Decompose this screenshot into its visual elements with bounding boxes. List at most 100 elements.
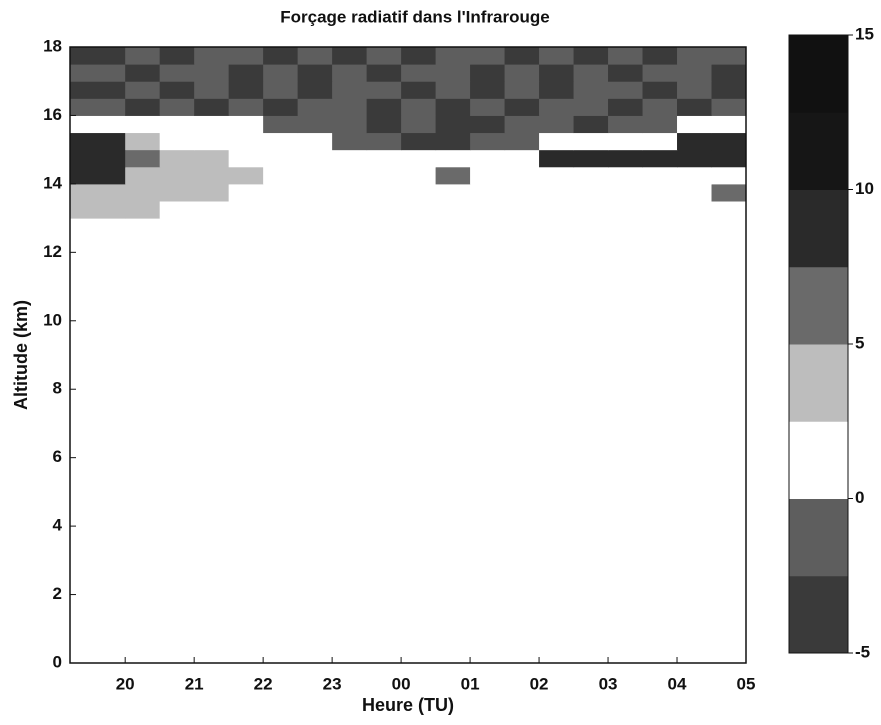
heatmap-cell	[642, 132, 678, 151]
heatmap-cell	[159, 218, 195, 664]
heatmap-cell	[263, 218, 299, 664]
x-tick-label: 23	[323, 674, 342, 693]
heatmap-cell	[470, 201, 506, 219]
y-tick-label: 8	[53, 379, 62, 398]
heatmap-cell	[228, 47, 264, 65]
heatmap-cell	[228, 115, 264, 134]
heatmap-cell	[70, 81, 126, 99]
colorbar-segment	[789, 112, 848, 190]
heatmap-cell	[159, 201, 195, 219]
x-axis-label: Heure (TU)	[362, 695, 454, 715]
heatmap-cell	[401, 183, 437, 202]
heatmap-cell	[228, 201, 264, 219]
heatmap-cell	[642, 81, 678, 99]
heatmap-cell	[435, 47, 471, 65]
heatmap-cell	[677, 47, 713, 65]
heatmap-cell	[435, 81, 471, 99]
y-tick-label: 6	[53, 447, 62, 466]
heatmap-cell	[504, 115, 540, 134]
heatmap-cell	[642, 115, 678, 134]
heatmap-cell	[366, 183, 402, 202]
colorbar-segment	[789, 498, 848, 577]
heatmap-cell	[470, 98, 506, 116]
heatmap-cell	[70, 98, 126, 116]
heatmap-cell	[366, 132, 402, 151]
heatmap-cell	[539, 81, 575, 99]
heatmap-cell	[228, 132, 264, 151]
heatmap-cell	[263, 115, 299, 134]
heatmap-cell	[366, 47, 402, 65]
heatmap-cell	[711, 81, 747, 99]
heatmap-cell	[297, 183, 333, 202]
x-tick-label: 00	[392, 674, 411, 693]
heatmap-cell	[435, 98, 471, 116]
heatmap-cell	[297, 115, 333, 134]
heatmap-cell	[70, 64, 126, 82]
heatmap-cell	[159, 47, 195, 65]
heatmap-cell	[642, 201, 678, 219]
heatmap-cell	[642, 98, 678, 116]
heatmap-cell	[608, 183, 644, 202]
heatmap-cell	[677, 183, 713, 202]
heatmap-cell	[504, 183, 540, 202]
heatmap-cell	[435, 115, 471, 134]
heatmap-cell	[70, 132, 126, 151]
heatmap-cell	[711, 132, 747, 151]
colorbar-segment	[789, 344, 848, 422]
heatmap-cell	[125, 149, 161, 168]
heatmap-cell	[642, 183, 678, 202]
heatmap-cell	[401, 47, 437, 65]
heatmap-cell	[677, 115, 713, 134]
heatmap-cell	[125, 115, 161, 134]
heatmap-cell	[677, 218, 713, 664]
heatmap-cell	[366, 81, 402, 99]
x-tick-label: 02	[530, 674, 549, 693]
x-tick-label: 21	[185, 674, 204, 693]
heatmap-cell	[332, 115, 368, 134]
colorbar-tick-label: 0	[855, 488, 864, 507]
heatmap-cell	[711, 64, 747, 82]
chart-title: Forçage radiatif dans l'Infrarouge	[280, 7, 550, 26]
heatmap-cell	[435, 64, 471, 82]
heatmap-cell	[677, 201, 713, 219]
heatmap-cell	[711, 166, 747, 185]
heatmap-cell	[401, 132, 437, 151]
heatmap-cell	[228, 81, 264, 99]
heatmap-cell	[366, 149, 402, 168]
heatmap-cell	[401, 115, 437, 134]
heatmap-cell	[263, 166, 299, 185]
heatmap-cell	[228, 183, 264, 202]
heatmap-cell	[608, 166, 644, 185]
heatmap-cell	[401, 81, 437, 99]
colorbar-tick-label: 15	[855, 24, 874, 43]
heatmap-cell	[539, 166, 575, 185]
colorbar-segment	[789, 421, 848, 499]
heatmap-cell	[297, 149, 333, 168]
heatmap-cell	[366, 98, 402, 116]
y-tick-label: 16	[43, 105, 62, 124]
colorbar-tick-label: 5	[855, 333, 864, 352]
heatmap-cell	[642, 166, 678, 185]
heatmap-cell	[504, 166, 540, 185]
heatmap-cell	[332, 47, 368, 65]
heatmap-cell	[401, 218, 437, 664]
heatmap-cell	[70, 183, 126, 202]
heatmap-cell	[539, 64, 575, 82]
heatmap-cell	[70, 47, 126, 65]
heatmap-cell	[573, 218, 609, 664]
heatmap-cell	[159, 64, 195, 82]
heatmap-cell	[573, 132, 609, 151]
heatmap-cell	[228, 64, 264, 82]
heatmap-cell	[263, 81, 299, 99]
heatmap-cell	[366, 166, 402, 185]
heatmap-cell	[401, 149, 437, 168]
heatmap-cell	[194, 47, 230, 65]
heatmap-cell	[194, 218, 230, 664]
heatmap-cell	[125, 183, 161, 202]
heatmap-cell	[263, 64, 299, 82]
heatmap-cell	[159, 183, 195, 202]
heatmap-cell	[539, 132, 575, 151]
heatmap-cell	[194, 183, 230, 202]
